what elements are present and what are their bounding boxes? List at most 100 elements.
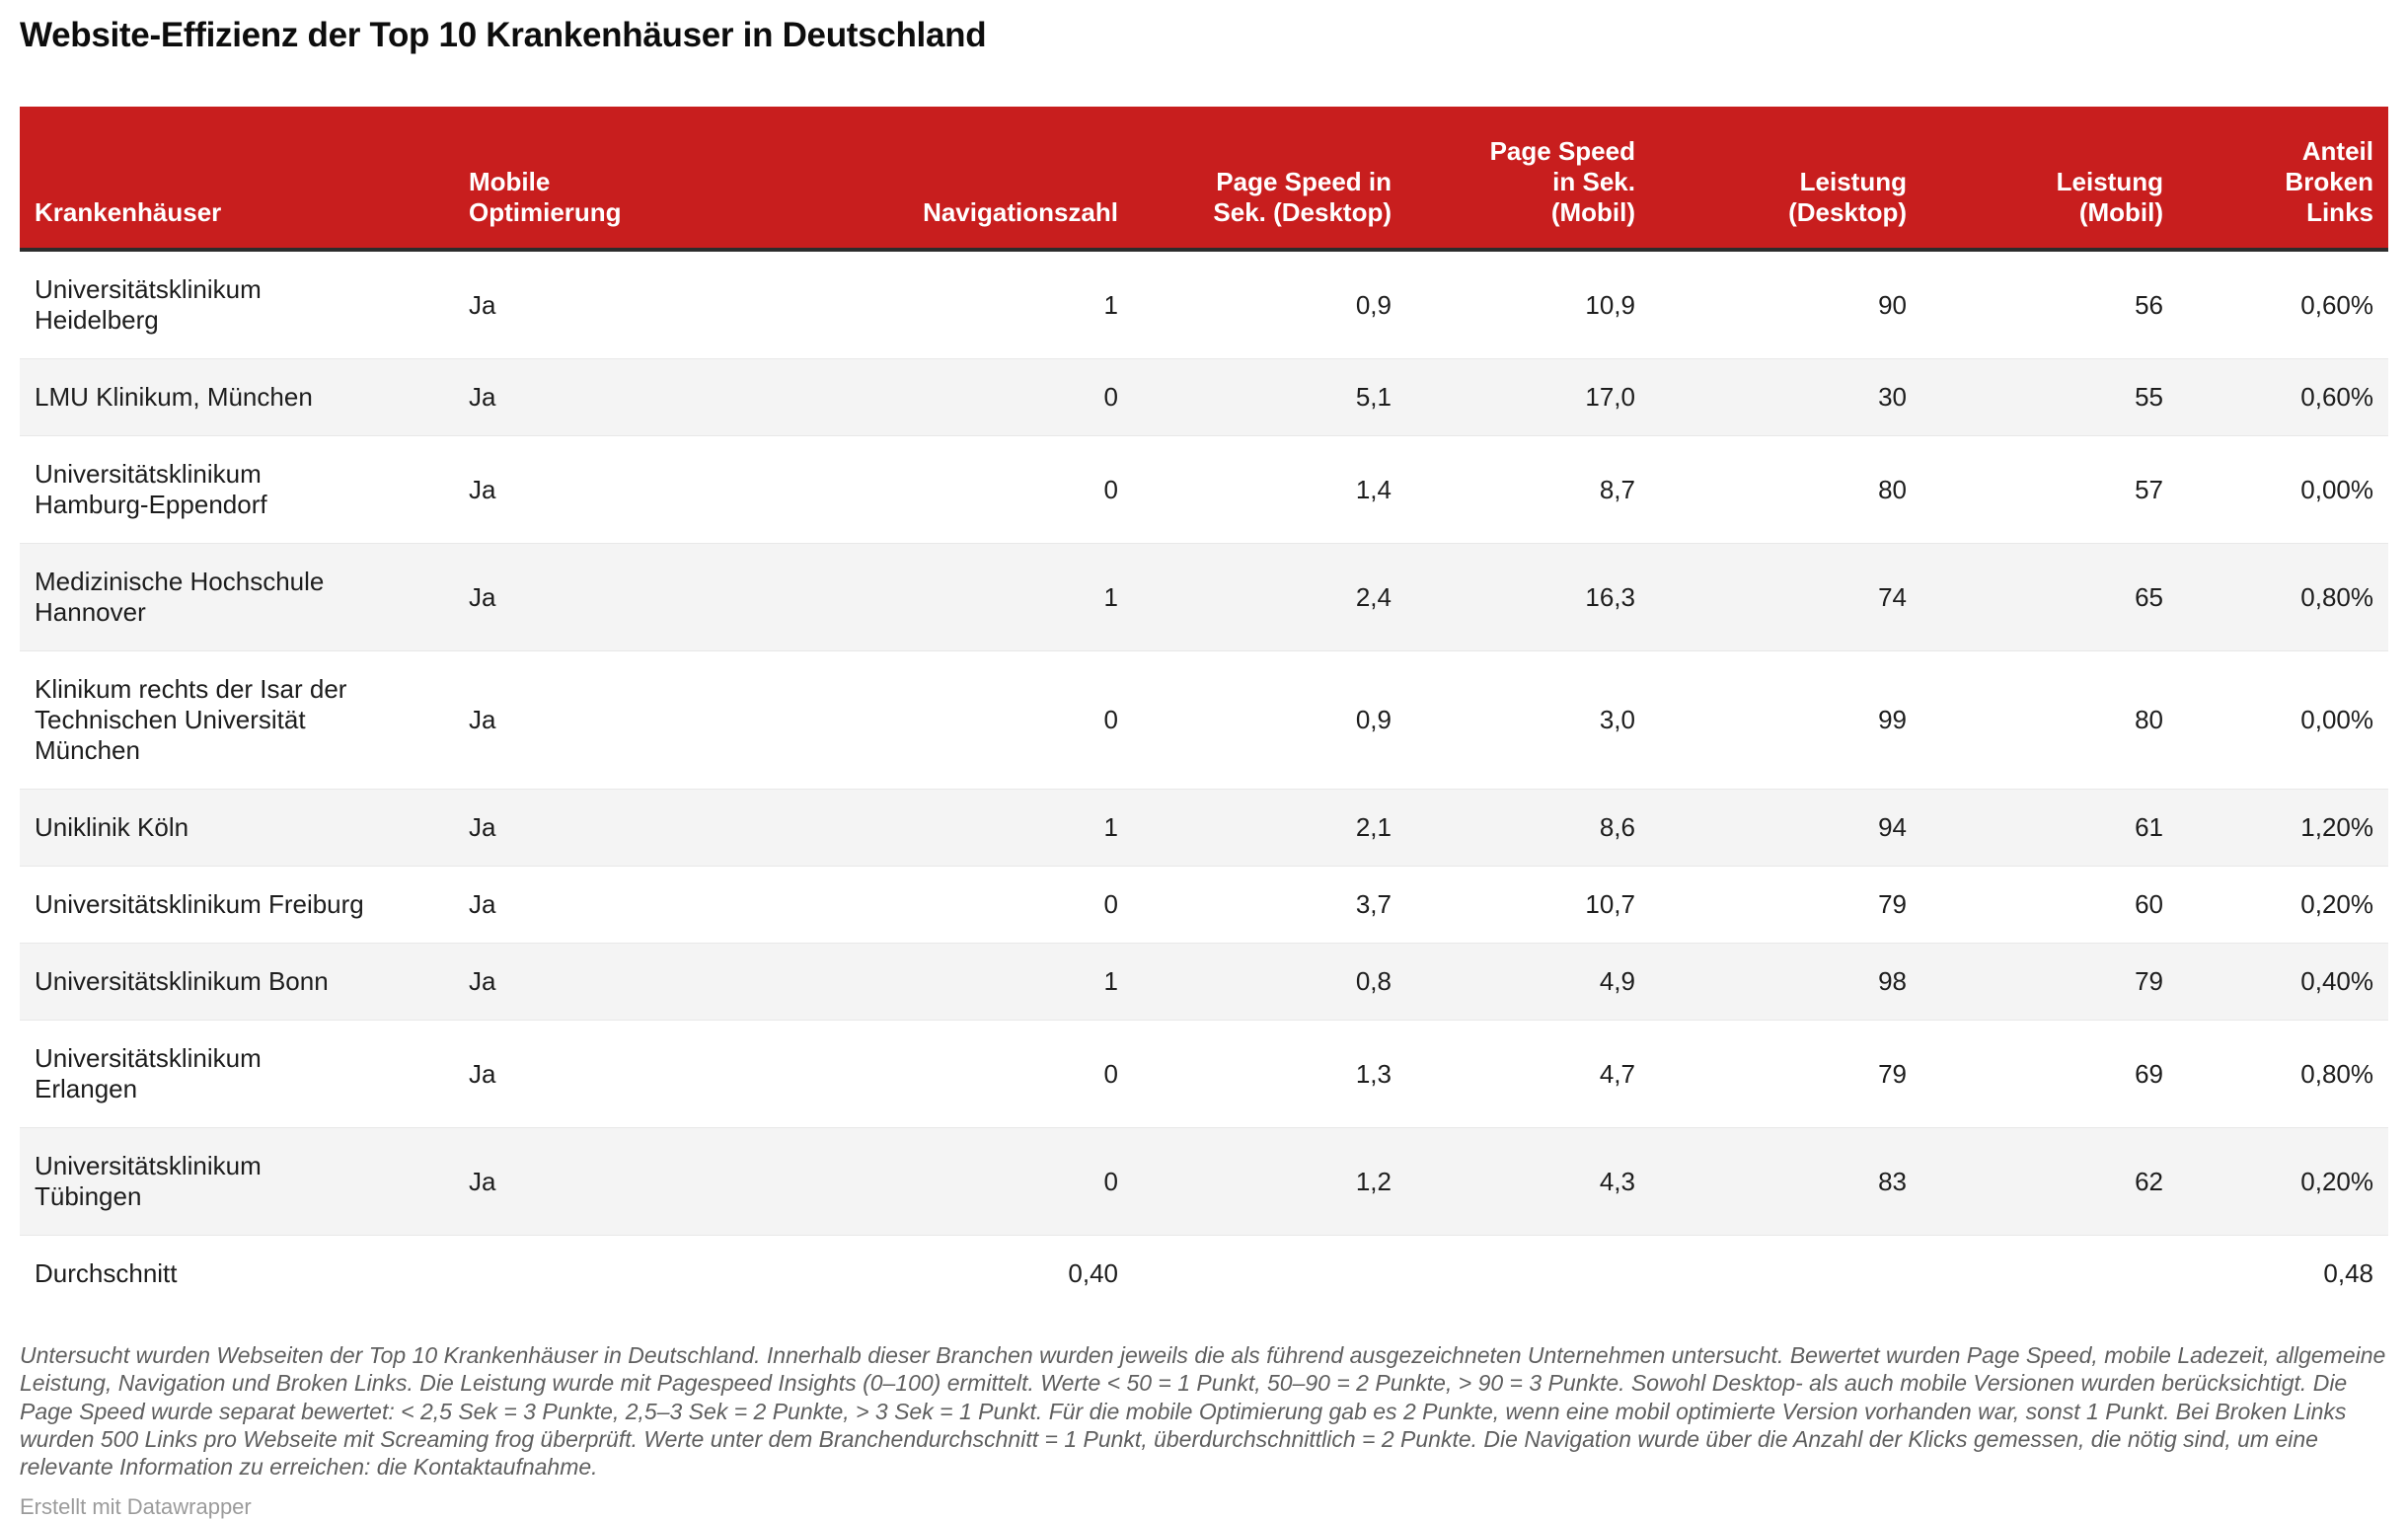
value-cell: 0,20%	[2300, 889, 2373, 919]
row-label-cell: Universitätsklinikum Hamburg-Eppendorf	[35, 459, 267, 519]
value-cell: 79	[2135, 966, 2163, 996]
value-cell: 0,00%	[2300, 705, 2373, 734]
value-cell: 90	[1878, 289, 1907, 320]
value-cell: 0,60%	[2300, 289, 2373, 320]
value-cell: 1	[1103, 812, 1118, 842]
table-row: Universitätsklinikum Tübingen Ja 0 1,2 4,3 83…	[20, 1127, 2388, 1236]
value-cell: 2,4	[1355, 581, 1392, 612]
value-cell: 10,9	[1585, 289, 1635, 320]
value-cell: 0,00%	[2300, 474, 2373, 504]
value-cell: 0	[1103, 1166, 1118, 1196]
value-cell	[1133, 1236, 1406, 1313]
value-cell: Ja	[469, 1058, 496, 1089]
value-cell: 0,40%	[2300, 966, 2373, 996]
data-table: Krankenhäuser Mobile Optimierung Navigatio…	[20, 107, 2388, 1312]
value-cell: 3,7	[1355, 889, 1392, 919]
value-cell: Ja	[469, 889, 496, 919]
row-label-cell: Universitätsklinikum Freiburg	[35, 889, 364, 919]
value-cell: 99	[1878, 705, 1907, 734]
value-cell: 0,80%	[2300, 581, 2373, 612]
value-cell: 1	[1103, 289, 1118, 320]
row-label-cell: Durchschnitt	[35, 1258, 178, 1288]
column-header: Leistung (Mobil)	[1921, 107, 2178, 252]
value-cell: 65	[2135, 581, 2163, 612]
row-label-cell: Universitätsklinikum Erlangen	[35, 1043, 262, 1103]
value-cell: 0,20%	[2300, 1166, 2373, 1196]
table-row: Universitätsklinikum Hamburg-Eppendorf Ja…	[20, 435, 2388, 544]
value-cell: Ja	[469, 581, 496, 612]
value-cell: 61	[2135, 812, 2163, 842]
table-row: Durchschnitt 0,40 0,48	[20, 1235, 2388, 1313]
value-cell: 0,40	[1068, 1258, 1118, 1288]
value-cell: 79	[1878, 1058, 1907, 1089]
value-cell: 0,8	[1355, 966, 1392, 996]
value-cell: 0,48	[2323, 1258, 2373, 1288]
row-label-cell: Klinikum rechts der Isar der Technischen…	[35, 674, 347, 765]
value-cell: 0	[1103, 889, 1118, 919]
value-cell: 80	[2135, 705, 2163, 734]
value-cell: 2,1	[1355, 812, 1392, 842]
value-cell: 4,9	[1599, 966, 1635, 996]
value-cell: 8,7	[1599, 474, 1635, 504]
column-header: Anteil Broken Links	[2178, 107, 2388, 252]
table-row: Universitätsklinikum Erlangen Ja 0 1,3 4,7 79…	[20, 1020, 2388, 1128]
value-cell: 57	[2135, 474, 2163, 504]
value-cell: Ja	[469, 474, 496, 504]
value-cell: 0,9	[1355, 705, 1392, 734]
datawrapper-credit: Erstellt mit Datawrapper	[20, 1494, 252, 1520]
value-cell: 79	[1878, 889, 1907, 919]
value-cell: 1	[1103, 966, 1118, 996]
value-cell: 60	[2135, 889, 2163, 919]
value-cell: 4,7	[1599, 1058, 1635, 1089]
column-header: Mobile Optimierung	[454, 107, 730, 252]
table-row: Universitätsklinikum Freiburg Ja 0 3,7 10,7 7…	[20, 866, 2388, 944]
value-cell: 94	[1878, 812, 1907, 842]
value-cell: 56	[2135, 289, 2163, 320]
page-title: Website-Effizienz der Top 10 Krankenhäus…	[20, 16, 987, 54]
table-row: Klinikum rechts der Isar der Technischen…	[20, 650, 2388, 790]
value-cell: 10,7	[1585, 889, 1635, 919]
value-cell: 0	[1103, 705, 1118, 734]
table-header: Krankenhäuser Mobile Optimierung Navigatio…	[20, 107, 2388, 252]
value-cell: 5,1	[1355, 382, 1392, 412]
value-cell: 30	[1878, 382, 1907, 412]
value-cell: Ja	[469, 1166, 496, 1196]
value-cell: 17,0	[1585, 382, 1635, 412]
value-cell: 3,0	[1599, 705, 1635, 734]
value-cell: 0,60%	[2300, 382, 2373, 412]
value-cell: 1,4	[1355, 474, 1392, 504]
column-header: Page Speed in Sek. (Desktop)	[1133, 107, 1406, 252]
table-row: Medizinische Hochschule Hannover Ja 1 2,4 16…	[20, 543, 2388, 651]
value-cell: Ja	[469, 705, 496, 734]
table-body: Universitätsklinikum Heidelberg Ja 1 0,9 10,…	[20, 250, 2388, 1312]
value-cell: Ja	[469, 966, 496, 996]
row-label-cell: Universitätsklinikum Heidelberg	[35, 274, 262, 335]
value-cell: 1,20%	[2300, 812, 2373, 842]
value-cell	[454, 1236, 730, 1313]
value-cell	[1921, 1236, 2178, 1313]
row-label-cell: Universitätsklinikum Tübingen	[35, 1151, 262, 1211]
value-cell: 74	[1878, 581, 1907, 612]
table-row: LMU Klinikum, München Ja 0 5,1 17,0 30 55 0,60%	[20, 358, 2388, 436]
value-cell: 83	[1878, 1166, 1907, 1196]
value-cell: 0,80%	[2300, 1058, 2373, 1089]
value-cell	[1406, 1236, 1650, 1313]
column-header: Navigationszahl	[730, 107, 1133, 252]
row-label-cell: LMU Klinikum, München	[35, 382, 313, 412]
value-cell: 80	[1878, 474, 1907, 504]
value-cell: Ja	[469, 382, 496, 412]
value-cell: 0	[1103, 474, 1118, 504]
column-header: Krankenhäuser	[20, 107, 454, 252]
methodology-note: Untersucht wurden Webseiten der Top 10 K…	[20, 1342, 2386, 1481]
value-cell: 0	[1103, 382, 1118, 412]
value-cell: 0,9	[1355, 289, 1392, 320]
value-cell: 1,2	[1355, 1166, 1392, 1196]
value-cell: 1,3	[1355, 1058, 1392, 1089]
value-cell: Ja	[469, 812, 496, 842]
value-cell: 62	[2135, 1166, 2163, 1196]
header-row: Krankenhäuser Mobile Optimierung Navigatio…	[20, 107, 2388, 252]
value-cell: 1	[1103, 581, 1118, 612]
value-cell: 98	[1878, 966, 1907, 996]
value-cell: 8,6	[1599, 812, 1635, 842]
